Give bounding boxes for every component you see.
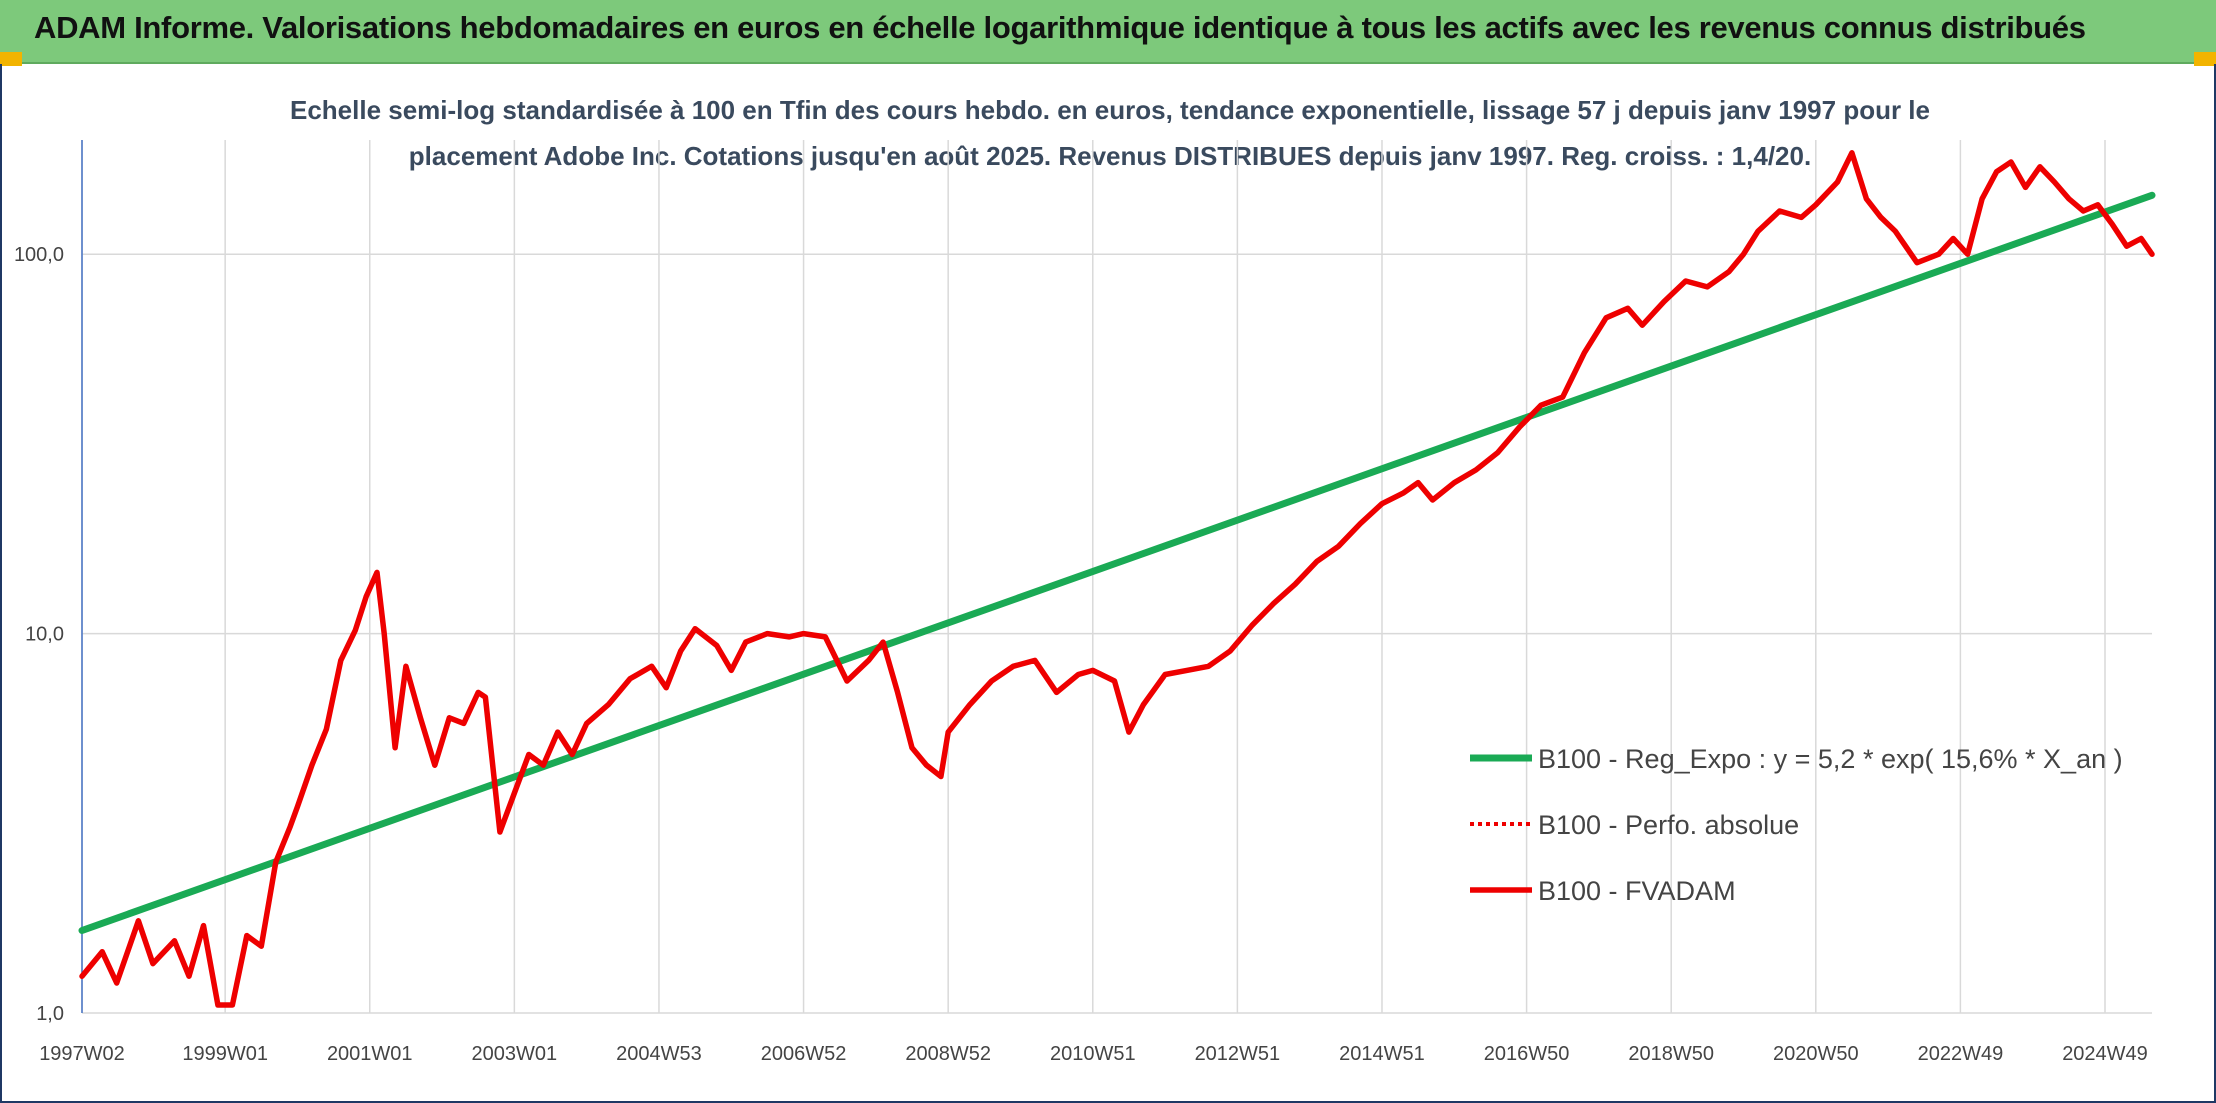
x-tick-label: 2004W53 (616, 1043, 702, 1065)
x-tick-label: 2003W01 (472, 1043, 558, 1065)
corner-marker-right (2194, 52, 2216, 66)
series-line-0 (78, 191, 2156, 934)
y-tick-label: 1,0 (36, 1003, 64, 1025)
report-title: ADAM Informe. Valorisations hebdomadaire… (34, 10, 2086, 45)
x-tick-label: 2018W50 (1628, 1043, 1714, 1065)
legend-label-2: B100 - FVADAM (1538, 876, 1736, 906)
x-tick-label: 2014W51 (1339, 1043, 1425, 1065)
y-tick-label: 10,0 (25, 624, 64, 646)
x-tick-label: 1997W02 (39, 1043, 125, 1065)
x-tick-label: 2016W50 (1484, 1043, 1570, 1065)
corner-marker-left (0, 52, 22, 66)
x-tick-labels: 1997W02 1999W01 2001W01 2003W01 2004W53 2006W… (39, 1043, 2148, 1065)
legend: B100 - Reg_Expo : y = 5,2 * exp( 15,6% *… (1470, 744, 2123, 906)
x-tick-label: 2022W49 (1918, 1043, 2004, 1065)
x-tick-label: 2001W01 (327, 1043, 413, 1065)
x-tick-label: 2010W51 (1050, 1043, 1136, 1065)
y-tick-label: 100,0 (14, 244, 64, 266)
x-tick-label: 2006W52 (761, 1043, 847, 1065)
title-banner: ADAM Informe. Valorisations hebdomadaire… (0, 0, 2216, 64)
legend-label-0: B100 - Reg_Expo : y = 5,2 * exp( 15,6% *… (1538, 744, 2123, 774)
series-line-2 (79, 150, 2155, 1008)
x-tick-label: 2008W52 (905, 1043, 991, 1065)
x-tick-label: 2020W50 (1773, 1043, 1859, 1065)
x-tick-label: 1999W01 (182, 1043, 268, 1065)
chart-frame (0, 64, 2216, 1103)
x-tick-label: 2012W51 (1195, 1043, 1281, 1065)
x-tick-label: 2024W49 (2062, 1043, 2148, 1065)
y-tick-labels: 1,0 10,0 100,0 (14, 244, 64, 1025)
legend-label-1: B100 - Perfo. absolue (1538, 810, 1799, 840)
chart-title-line-1: Echelle semi-log standardisée à 100 en T… (289, 95, 1930, 125)
chart-title-line-2: placement Adobe Inc. Cotations jusqu'en … (408, 141, 1812, 171)
grid-lines (81, 140, 2152, 1014)
series-lines (78, 150, 2156, 1008)
